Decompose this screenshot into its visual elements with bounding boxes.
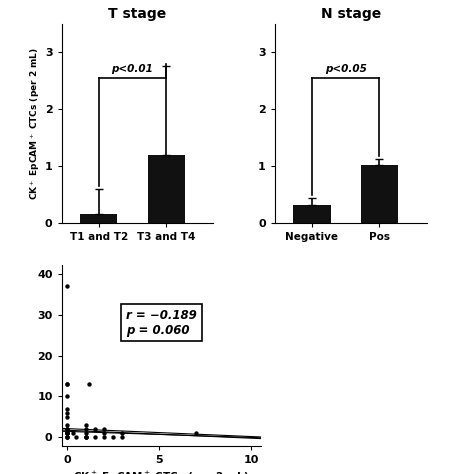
Bar <box>80 214 117 223</box>
Text: p<0.01: p<0.01 <box>111 64 154 74</box>
Point <box>64 429 71 437</box>
Point <box>192 429 200 437</box>
Point <box>82 425 90 433</box>
Text: r = −0.189
p = 0.060: r = −0.189 p = 0.060 <box>126 309 197 337</box>
Bar <box>147 155 185 223</box>
Text: p<0.05: p<0.05 <box>325 64 367 74</box>
Point <box>64 434 71 441</box>
Point <box>82 434 90 441</box>
Point <box>118 434 126 441</box>
Point <box>100 425 108 433</box>
Point <box>64 409 71 417</box>
Point <box>64 392 71 400</box>
Title: N stage: N stage <box>320 7 381 21</box>
Y-axis label: CK$^+$ EpCAM$^+$ CTCs (per 2 mL): CK$^+$ EpCAM$^+$ CTCs (per 2 mL) <box>28 47 42 200</box>
Point <box>64 434 71 441</box>
Point <box>82 421 90 429</box>
Point <box>82 429 90 437</box>
Point <box>64 421 71 429</box>
Point <box>91 425 99 433</box>
Point <box>85 380 93 388</box>
Point <box>64 429 71 437</box>
Point <box>69 429 76 437</box>
Point <box>82 434 90 441</box>
Point <box>64 380 71 388</box>
Point <box>64 429 71 437</box>
Point <box>64 413 71 421</box>
Point <box>109 434 117 441</box>
X-axis label: CK$^+$ EpCAM$^+$ CTCs (per 2 mL): CK$^+$ EpCAM$^+$ CTCs (per 2 mL) <box>73 470 249 474</box>
Point <box>64 429 71 437</box>
Point <box>100 429 108 437</box>
Point <box>64 434 71 441</box>
Bar <box>293 205 330 223</box>
Point <box>64 380 71 388</box>
Point <box>64 429 71 437</box>
Point <box>100 434 108 441</box>
Point <box>64 425 71 433</box>
Point <box>64 425 71 433</box>
Point <box>82 434 90 441</box>
Point <box>64 405 71 412</box>
Title: T stage: T stage <box>109 7 166 21</box>
Point <box>73 434 80 441</box>
Bar <box>361 165 398 223</box>
Point <box>91 434 99 441</box>
Point <box>64 282 71 290</box>
Point <box>118 429 126 437</box>
